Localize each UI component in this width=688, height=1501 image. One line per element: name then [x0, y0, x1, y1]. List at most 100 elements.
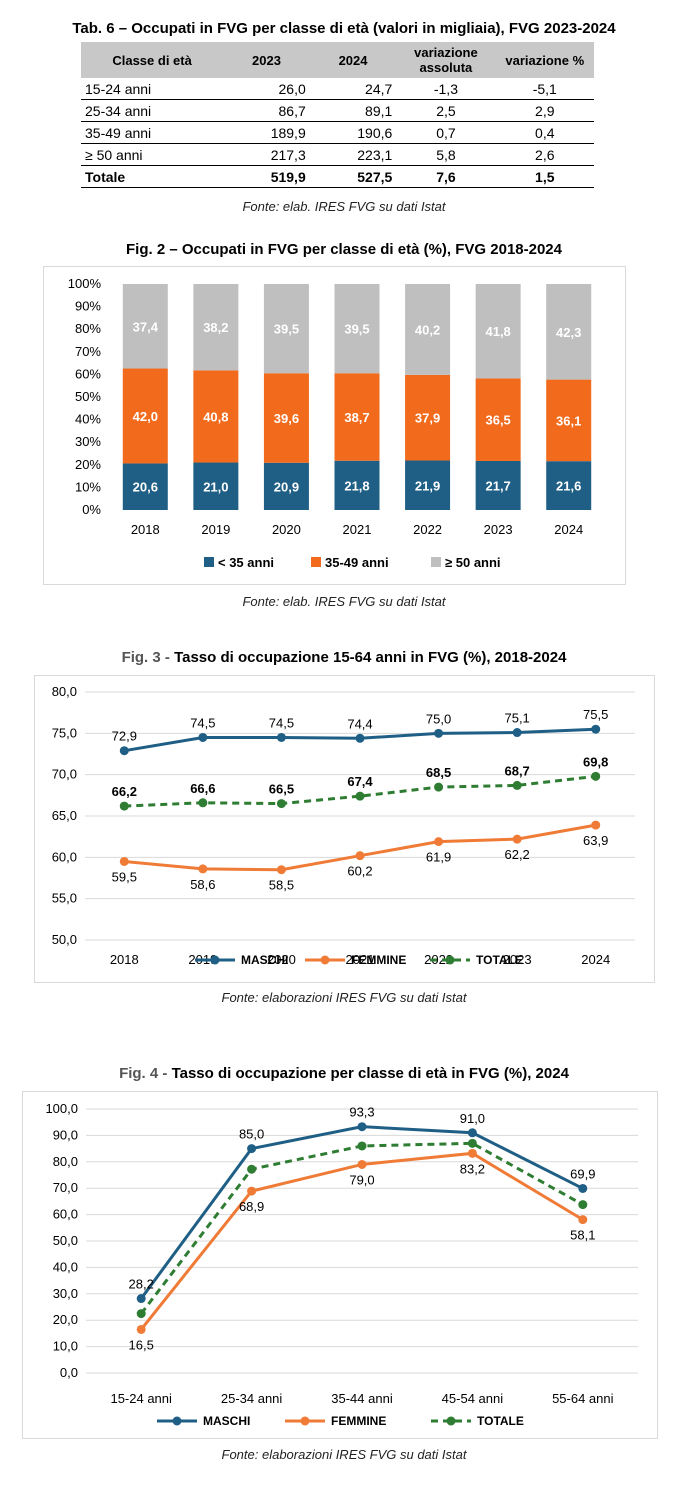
y-tick-label: 70% — [75, 344, 101, 359]
x-tick-label: 2023 — [484, 522, 513, 537]
bar-data-label: 38,2 — [203, 320, 228, 335]
table-header: variazione % — [495, 42, 594, 78]
bar-segment — [334, 373, 380, 461]
table-header-row: Classe di età 2023 2024 variazione assol… — [81, 42, 594, 78]
table-cell: 519,9 — [223, 165, 310, 188]
y-tick-label: 65,0 — [52, 808, 77, 823]
bar-segment — [263, 373, 309, 463]
bar-data-label: 39,5 — [344, 322, 369, 337]
data-label: 61,9 — [426, 850, 451, 865]
fig4-source: Fonte: elaborazioni IRES FVG su dati Ist… — [221, 1447, 467, 1462]
data-label: 74,5 — [269, 715, 294, 730]
x-tick-label: 15-24 anni — [110, 1391, 172, 1406]
legend-label: TOTALE — [477, 1414, 524, 1428]
data-point — [119, 746, 129, 756]
bar-data-label: 40,2 — [415, 322, 440, 337]
y-tick-label: 50% — [75, 389, 101, 404]
data-point — [467, 1138, 477, 1148]
legend-marker — [445, 955, 455, 965]
data-label: 72,9 — [112, 729, 137, 744]
data-point — [276, 799, 286, 809]
fig3-title: Fig. 3 - Tasso di occupazione 15-64 anni… — [0, 649, 688, 666]
data-label: 69,8 — [583, 754, 608, 769]
legend-marker — [320, 955, 330, 965]
data-label: 75,0 — [426, 711, 451, 726]
bar-data-label: 21,0 — [203, 479, 228, 494]
bar-data-label: 21,6 — [556, 479, 581, 494]
data-label: 68,5 — [426, 765, 451, 780]
data-point — [591, 771, 601, 781]
legend-label: TOTALE — [476, 953, 523, 967]
table-row: 35-49 anni 189,9 190,6 0,7 0,4 — [81, 121, 594, 144]
data-label: 66,6 — [190, 781, 215, 796]
data-point — [357, 1141, 367, 1151]
table-cell: 89,1 — [309, 99, 397, 122]
bar-data-label: 40,8 — [203, 409, 228, 424]
data-table: Classe di età 2023 2024 variazione assol… — [81, 42, 594, 188]
table-cell: 26,0 — [223, 78, 310, 100]
series-line — [139, 1125, 584, 1300]
bar-data-label: 20,6 — [133, 480, 158, 495]
y-tick-label: 0% — [82, 502, 101, 517]
bar-data-label: 39,6 — [274, 411, 299, 426]
x-tick-label: 2021 — [343, 522, 372, 537]
table-cell: Totale — [81, 165, 224, 188]
legend-marker — [172, 1416, 182, 1426]
y-tick-label: 10,0 — [53, 1339, 78, 1354]
data-point — [136, 1294, 146, 1304]
data-point — [355, 851, 365, 861]
data-point — [198, 732, 208, 742]
y-tick-label: 0,0 — [60, 1365, 78, 1380]
data-label: 28,2 — [129, 1277, 154, 1292]
y-tick-label: 90,0 — [53, 1127, 78, 1142]
fig4-title-main: Tasso di occupazione per classe di età i… — [171, 1065, 569, 1082]
bar-segment — [193, 284, 239, 371]
fig3-line-chart: 50,055,060,065,070,075,080,0201820192020… — [52, 684, 635, 967]
bar-data-label: 37,9 — [415, 411, 440, 426]
bar-segment — [475, 460, 521, 510]
bar-data-label: 21,7 — [485, 478, 510, 493]
y-tick-label: 75,0 — [52, 725, 77, 740]
data-point — [357, 1122, 367, 1132]
data-point — [578, 1183, 588, 1193]
y-tick-label: 50,0 — [53, 1233, 78, 1248]
x-tick-label: 2024 — [581, 952, 610, 967]
y-tick-label: 80,0 — [53, 1154, 78, 1169]
y-tick-label: 70,0 — [53, 1180, 78, 1195]
data-label: 74,5 — [190, 715, 215, 730]
data-point — [198, 798, 208, 808]
table-cell: 2,9 — [495, 99, 594, 122]
table-cell: -5,1 — [495, 78, 594, 100]
bar-data-label: 37,4 — [133, 319, 159, 334]
y-tick-label: 90% — [75, 299, 101, 314]
table-cell: 2,5 — [396, 99, 496, 122]
x-tick-label: 2022 — [413, 522, 442, 537]
fig3-chart-area: 50,055,060,065,070,075,080,0201820192020… — [34, 675, 655, 983]
data-point — [357, 1159, 367, 1169]
data-label: 75,1 — [504, 711, 529, 726]
data-point — [434, 782, 444, 792]
data-label: 66,2 — [112, 784, 137, 799]
data-label: 75,5 — [583, 707, 608, 722]
y-tick-label: 10% — [75, 479, 101, 494]
data-point — [591, 724, 601, 734]
data-label: 58,6 — [190, 877, 215, 892]
x-tick-label: 2019 — [201, 522, 230, 537]
legend-swatch — [311, 557, 321, 567]
y-tick-label: 70,0 — [52, 767, 77, 782]
bar-data-label: 20,9 — [274, 479, 299, 494]
data-point — [512, 728, 522, 738]
x-tick-label: 2024 — [554, 522, 583, 537]
bar-segment — [546, 284, 592, 380]
y-tick-label: 60,0 — [52, 849, 77, 864]
legend-swatch — [204, 557, 214, 567]
data-point — [591, 820, 601, 830]
table-cell: 527,5 — [309, 165, 397, 188]
x-tick-label: 2020 — [272, 522, 301, 537]
data-point — [198, 864, 208, 874]
data-label: 16,5 — [129, 1337, 154, 1352]
data-label: 68,7 — [504, 763, 529, 778]
data-label: 66,5 — [269, 782, 294, 797]
data-label: 79,0 — [349, 1172, 374, 1187]
y-tick-label: 40% — [75, 412, 101, 427]
